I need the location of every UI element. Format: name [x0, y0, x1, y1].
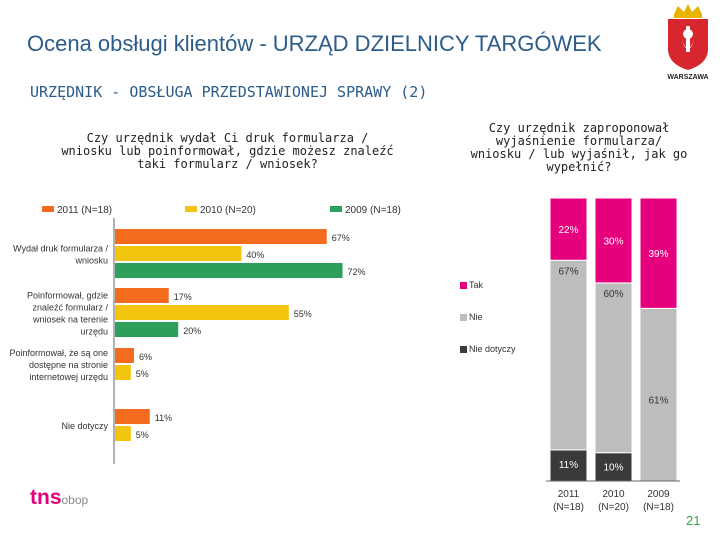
- category-label-0-1: wniosku: [74, 256, 108, 266]
- legend-label-2: 2009 (N=18): [345, 205, 401, 216]
- category-n-1: (N=20): [598, 502, 629, 513]
- stack-label-1-2: 30%: [603, 236, 623, 247]
- category-year-1: 2010: [602, 489, 625, 500]
- legend-label-1: 2010 (N=20): [200, 205, 256, 216]
- stack-0-2: [549, 197, 588, 261]
- category-label-0-0: Wydał druk formularza /: [13, 244, 108, 254]
- stack-label-0-1: 67%: [558, 266, 578, 277]
- bar-3-1: [115, 426, 131, 441]
- bar-label-2-1: 5%: [136, 369, 149, 379]
- stack-1-1: [594, 282, 633, 454]
- bar-label-0-1: 40%: [246, 250, 264, 260]
- bar-3-0: [115, 409, 150, 424]
- legend-swatch-1: [185, 206, 197, 212]
- category-n-2: (N=18): [643, 502, 674, 513]
- bar-1-0: [115, 288, 169, 303]
- section-subtitle: URZĘDNIK - OBSŁUGA PRZEDSTAWIONEJ SPRAWY…: [30, 83, 428, 101]
- category-label-1-2: wniosek na terenie: [32, 315, 108, 325]
- bar-1-2: [115, 322, 179, 337]
- stack-label-0-0: 11%: [559, 460, 578, 471]
- category-label-1-0: Poinformował, gdzie: [27, 291, 108, 301]
- category-n-0: (N=18): [553, 502, 584, 513]
- chart2-question: Czy urzędnik zaproponował wyjaśnienie fo…: [470, 121, 688, 174]
- legend-label-0: 2011 (N=18): [57, 205, 112, 216]
- page-title: Ocena obsługi klientów - URZĄD DZIELNICY…: [27, 31, 602, 56]
- crest-caption: WARSZAWA: [667, 74, 708, 81]
- category-label-3-0: Nie dotyczy: [61, 421, 108, 431]
- legend2-swatch-2: [460, 346, 467, 353]
- category-label-1-1: znaleźć formularz /: [32, 303, 108, 313]
- category-label-2-1: dostępne na stronie: [29, 360, 108, 370]
- legend2-label-1: Nie: [469, 312, 483, 322]
- stack-1-0: [594, 452, 633, 482]
- legend2-swatch-1: [460, 314, 467, 321]
- legend2-label-0: Tak: [469, 280, 484, 290]
- bar-label-1-2: 20%: [183, 326, 201, 336]
- bar-1-1: [115, 305, 289, 320]
- bar-label-3-1: 5%: [136, 430, 149, 440]
- stack-2-2: [639, 197, 678, 309]
- bar-label-2-0: 6%: [139, 352, 152, 362]
- stack-0-0: [549, 449, 588, 482]
- legend2-swatch-0: [460, 282, 467, 289]
- bar-2-1: [115, 365, 131, 380]
- legend-swatch-0: [42, 206, 54, 212]
- page-number: 21: [686, 513, 701, 528]
- bar-label-1-1: 55%: [294, 309, 312, 319]
- stack-label-1-0: 10%: [603, 463, 623, 474]
- bar-label-0-0: 67%: [332, 233, 350, 243]
- stack-1-2: [594, 197, 633, 284]
- stack-label-0-2: 22%: [558, 225, 578, 236]
- category-year-2: 2009: [647, 489, 670, 500]
- category-label-2-0: Poinformował, że są one: [9, 348, 108, 358]
- legend-swatch-2: [330, 206, 342, 212]
- category-label-2-2: internetowej urzędu: [29, 372, 108, 382]
- stack-label-2-2: 39%: [648, 249, 668, 260]
- category-label-1-3: urzędu: [80, 327, 108, 337]
- bar-label-0-2: 72%: [348, 267, 366, 277]
- bar-0-0: [115, 229, 327, 244]
- stack-label-2-1: 61%: [648, 395, 668, 406]
- tns-obop-logo: tnsobop: [30, 486, 89, 509]
- bar-0-1: [115, 246, 242, 261]
- bar-label-1-0: 17%: [174, 292, 192, 302]
- stack-0-1: [549, 259, 588, 451]
- stack-label-1-1: 60%: [603, 289, 623, 300]
- category-year-0: 2011: [558, 489, 580, 500]
- bar-2-0: [115, 348, 134, 363]
- bar-label-3-0: 11%: [155, 413, 172, 423]
- chart1-question: Czy urzędnik wydał Ci druk formularza / …: [61, 131, 394, 171]
- warsaw-crest-icon: WARSZAWA: [667, 4, 709, 81]
- legend2-label-2: Nie dotyczy: [469, 344, 516, 354]
- bar-0-2: [115, 263, 343, 278]
